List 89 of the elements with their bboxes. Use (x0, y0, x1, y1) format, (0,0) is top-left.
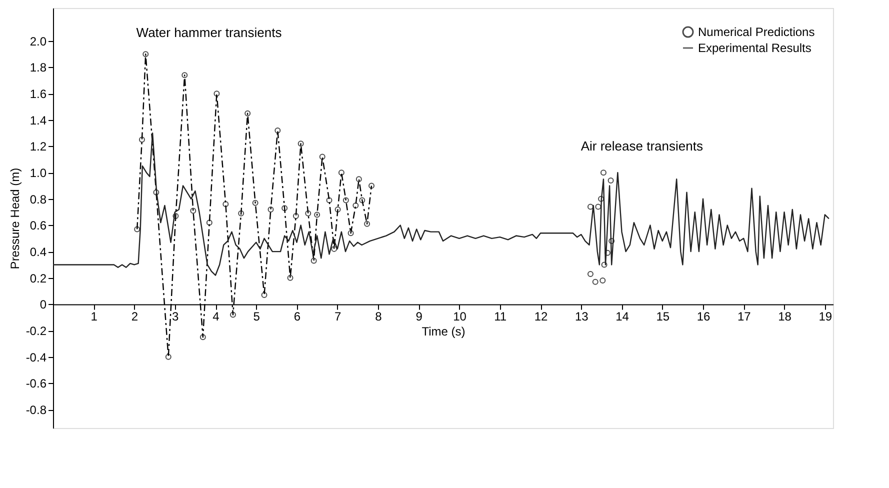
point (238, 210, 244, 216)
line-series (53, 132, 830, 276)
point (595, 204, 602, 210)
point (352, 202, 359, 208)
point (244, 110, 251, 116)
point (182, 72, 188, 78)
point (305, 210, 312, 216)
legend-label: Numerical Predictions (698, 25, 815, 39)
x-tick-label: 13 (574, 310, 589, 324)
x-tick-label: 11 (494, 310, 507, 324)
point (153, 189, 160, 196)
x-tick-label: 19 (818, 310, 832, 324)
point (331, 246, 338, 252)
point (222, 201, 229, 208)
x-tick-label: 6 (294, 310, 301, 324)
point (359, 197, 366, 204)
y-tick-label: 1.6 (30, 87, 47, 102)
y-tick-label: -0.8 (26, 403, 47, 418)
point (368, 182, 374, 189)
point (214, 90, 220, 97)
x-axis-title: Time (s) (422, 324, 466, 339)
point (138, 136, 145, 143)
y-tick-label: 1.0 (30, 166, 47, 180)
point (600, 170, 606, 176)
x-tick-label: 5 (253, 310, 260, 324)
x-tick-label: 3 (172, 310, 180, 324)
point (230, 312, 236, 318)
point (252, 200, 258, 206)
point (364, 220, 370, 227)
point (604, 250, 611, 256)
x-tick-label: 4 (212, 310, 220, 324)
point (348, 230, 354, 236)
x-tick-label: 2 (131, 310, 138, 324)
point (608, 238, 615, 244)
point (338, 170, 344, 176)
y-tick-label: 0.4 (30, 245, 47, 260)
point (342, 197, 349, 204)
point (334, 206, 341, 212)
y-axis-title: Pressure Head (m) (8, 168, 22, 270)
annotation: Air release transients (580, 138, 704, 154)
point (282, 205, 288, 212)
x-tick-label: 8 (375, 310, 382, 324)
point (310, 258, 317, 264)
point (298, 140, 304, 147)
x-tick-label: 9 (416, 310, 423, 324)
point (190, 208, 196, 214)
x-tick-label: 7 (334, 310, 342, 324)
point (172, 213, 179, 220)
annotation: Water hammer transients (136, 25, 282, 40)
point (587, 204, 594, 210)
y-tick-label: 0 (40, 298, 47, 312)
point (601, 262, 608, 268)
point (200, 334, 206, 340)
x-tick-label: 16 (696, 310, 710, 324)
x-tick-label: 15 (656, 310, 670, 324)
x-tick-label: 17 (737, 310, 752, 324)
point (268, 206, 274, 212)
y-tick-label: -0.4 (26, 350, 47, 364)
y-tick-label: 1.4 (30, 113, 47, 128)
point (326, 197, 332, 204)
point (592, 278, 598, 285)
point (274, 127, 281, 134)
x-tick-label: 14 (616, 310, 630, 324)
y-tick-label: 1.8 (30, 60, 47, 75)
y-tick-label: 0.6 (30, 218, 47, 233)
point (292, 213, 299, 220)
point (608, 177, 614, 184)
x-tick-label: 10 (453, 310, 467, 324)
point (134, 226, 140, 232)
legend-label: Experimental Results (698, 41, 812, 55)
point (587, 270, 594, 277)
y-tick-label: -0.6 (26, 376, 47, 391)
x-tick-label: 1 (90, 310, 98, 324)
y-tick-label: 0.2 (30, 271, 47, 286)
point (314, 212, 320, 218)
y-tick-label: 2.0 (30, 34, 47, 48)
point (206, 220, 212, 226)
point (165, 354, 172, 360)
y-tick-label: -0.2 (26, 324, 47, 338)
point (319, 154, 326, 160)
point (600, 278, 606, 284)
x-tick-label: 18 (778, 310, 792, 324)
y-tick-label: 1.2 (30, 140, 47, 154)
point (261, 292, 268, 298)
point (356, 176, 362, 182)
point (142, 51, 149, 58)
point (287, 274, 294, 281)
y-tick-label: 0.8 (30, 192, 47, 206)
x-tick-label: 12 (534, 310, 548, 324)
